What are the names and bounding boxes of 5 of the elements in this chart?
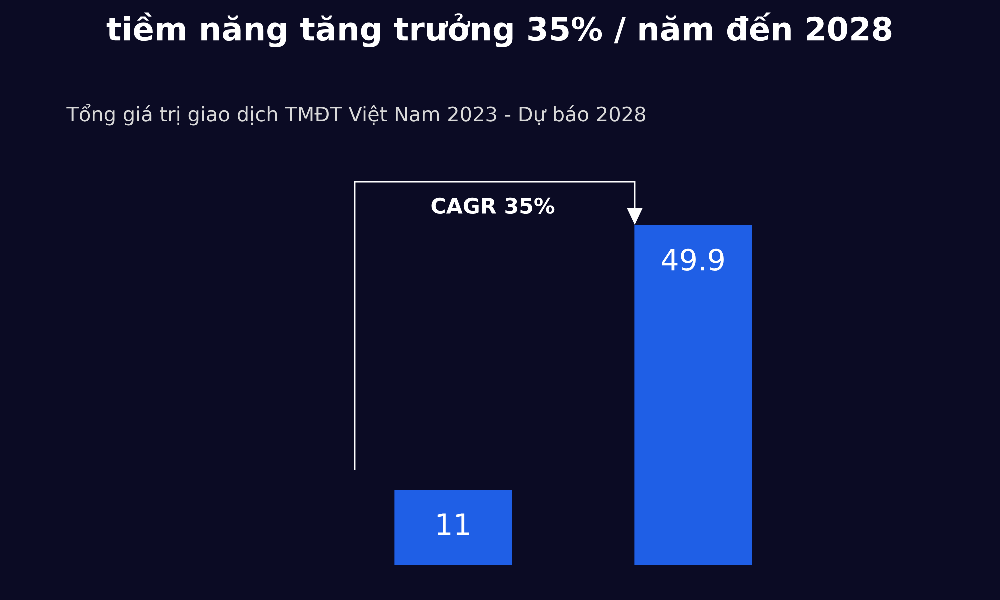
text: CAGR 35% [432, 198, 555, 214]
data-label: 11 [438, 514, 470, 536]
data-label: 49.9 [662, 248, 724, 272]
chart-subtitle: Tổng giá trị giao dịch TMĐT Việt Nam 2023 - Dự báo 2028 [66, 104, 646, 126]
chart-title: tiềm năng tăng trưởng 35% / năm đến 2028 [106, 12, 892, 48]
